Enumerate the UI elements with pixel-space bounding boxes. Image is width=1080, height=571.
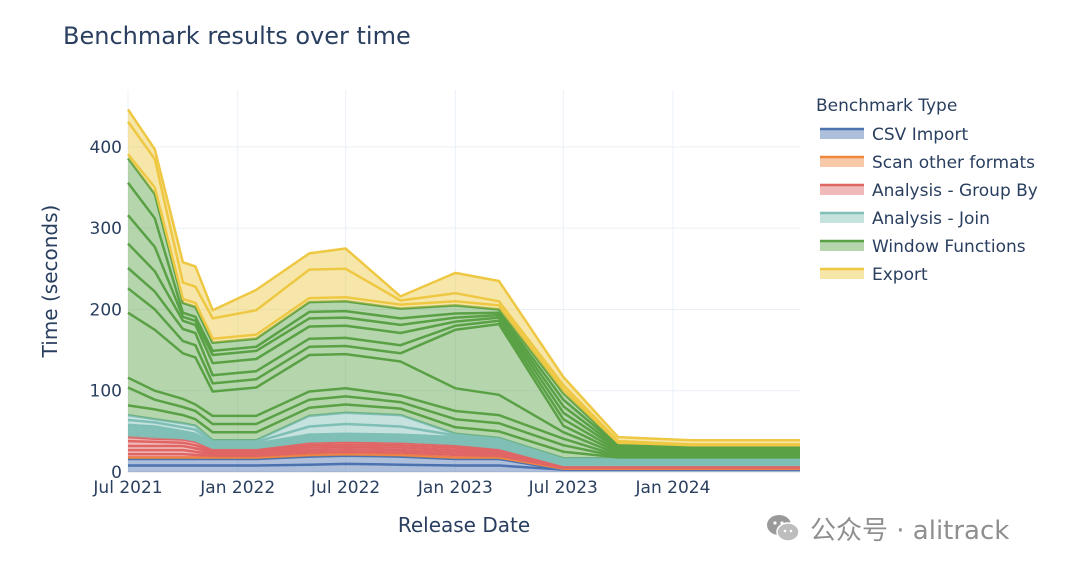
legend-label: Scan other formats	[872, 153, 1035, 173]
legend-item[interactable]: CSV Import	[820, 125, 968, 145]
watermark-text: 公众号 · alitrack	[810, 515, 1010, 546]
legend-swatch	[820, 185, 864, 195]
legend-swatch	[820, 129, 864, 139]
y-tick-label: 200	[90, 300, 122, 320]
legend-swatch	[820, 241, 864, 251]
legend-label: Export	[872, 265, 928, 285]
area-line	[127, 181, 800, 449]
area-band	[128, 377, 800, 457]
watermark: 公众号 · alitrack	[766, 508, 1009, 548]
legend-label: Window Functions	[872, 237, 1026, 257]
x-tick-label: Jul 2022	[310, 478, 380, 498]
legend-item[interactable]: Window Functions	[820, 237, 1026, 257]
y-axis: 0 100 200 300 400	[90, 138, 122, 483]
y-tick-label: 0	[111, 463, 122, 483]
legend-swatch	[820, 269, 864, 279]
legend-item[interactable]: Export	[820, 265, 928, 285]
series-export	[126, 108, 800, 447]
y-tick-label: 300	[90, 219, 122, 239]
x-tick-label: Jan 2023	[417, 478, 493, 498]
area-line	[127, 242, 800, 453]
area-band	[128, 288, 800, 455]
area-line	[127, 287, 800, 456]
legend-label: CSV Import	[872, 125, 968, 145]
grid	[127, 90, 800, 473]
area-line	[126, 108, 800, 442]
legend-label: Analysis - Join	[872, 209, 990, 229]
y-tick-label: 400	[90, 138, 122, 158]
x-tick-label: Jul 2021	[92, 478, 162, 498]
x-axis: Jul 2021 Jan 2022 Jul 2022 Jan 2023 Jul 2023…	[92, 478, 710, 498]
plot-area	[126, 108, 800, 472]
area-band	[128, 182, 800, 450]
area-line	[127, 430, 800, 465]
area-line	[127, 428, 800, 463]
x-axis-title: Release Date	[398, 513, 530, 537]
legend-label: Analysis - Group By	[872, 181, 1038, 201]
legend-item[interactable]: Scan other formats	[820, 153, 1035, 173]
area-line	[126, 120, 800, 446]
wechat-icon	[766, 513, 800, 543]
x-tick-label: Jan 2024	[635, 478, 711, 498]
area-line	[127, 435, 800, 468]
y-tick-label: 100	[90, 382, 122, 402]
area-band	[128, 404, 800, 459]
area-band	[128, 109, 800, 445]
chart-title: Benchmark results over time	[63, 22, 411, 50]
area-line	[127, 433, 800, 466]
area-band	[128, 455, 800, 470]
y-axis-title: Time (seconds)	[38, 205, 62, 359]
area-line	[127, 267, 800, 454]
legend-swatch	[820, 213, 864, 223]
x-tick-label: Jul 2023	[528, 478, 598, 498]
series-analysis-group-by	[127, 435, 800, 470]
area-band	[128, 387, 800, 458]
x-tick-label: Jan 2022	[199, 478, 275, 498]
legend-item[interactable]: Analysis - Group By	[820, 181, 1038, 201]
area-line	[127, 214, 800, 451]
legend: Benchmark Type CSV Import Scan other form…	[816, 96, 1038, 285]
legend-item[interactable]: Analysis - Join	[820, 209, 990, 229]
legend-title: Benchmark Type	[816, 96, 957, 116]
legend-swatch	[820, 157, 864, 167]
series-window-functions	[127, 157, 800, 459]
